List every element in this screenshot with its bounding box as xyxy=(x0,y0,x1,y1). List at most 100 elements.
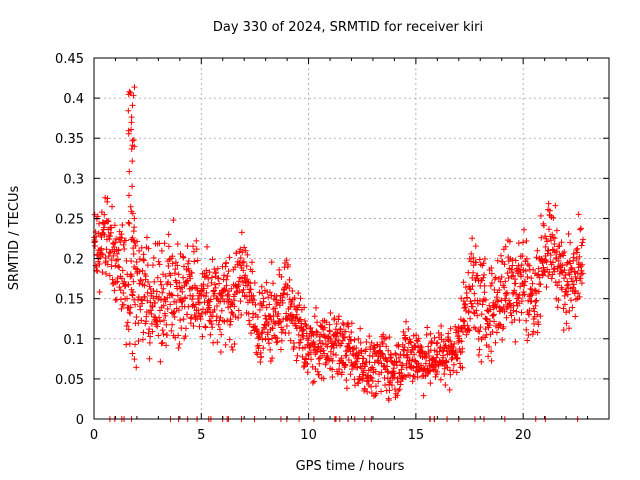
data-point xyxy=(510,272,517,279)
data-point xyxy=(418,344,425,351)
data-point xyxy=(407,364,414,371)
data-point xyxy=(502,278,509,285)
data-point xyxy=(342,361,349,368)
data-point xyxy=(569,304,576,311)
data-point xyxy=(482,334,489,341)
data-point xyxy=(150,295,157,302)
data-point xyxy=(424,324,431,331)
data-point xyxy=(157,296,164,303)
data-point xyxy=(570,284,577,291)
data-point xyxy=(278,273,285,280)
data-point xyxy=(378,369,385,376)
y-tick-label: 0.25 xyxy=(55,212,84,227)
data-point xyxy=(104,218,111,225)
data-point xyxy=(111,287,118,294)
data-point xyxy=(284,291,291,298)
data-point xyxy=(559,262,566,269)
data-point xyxy=(287,337,294,344)
data-point xyxy=(578,280,585,287)
data-point xyxy=(117,238,124,245)
data-point xyxy=(460,317,467,324)
data-point xyxy=(225,268,232,275)
data-point xyxy=(488,265,495,272)
data-point xyxy=(518,309,525,316)
data-point xyxy=(307,349,314,356)
data-point xyxy=(129,234,136,241)
data-point xyxy=(481,282,488,289)
data-point xyxy=(476,346,483,353)
data-point xyxy=(145,330,152,337)
data-point xyxy=(206,269,213,276)
data-point xyxy=(139,297,146,304)
data-point xyxy=(351,361,358,368)
data-point xyxy=(289,288,296,295)
data-point xyxy=(286,284,293,291)
data-point xyxy=(240,267,247,274)
data-point xyxy=(544,238,551,245)
data-point xyxy=(212,284,219,291)
data-point xyxy=(304,361,311,368)
data-point xyxy=(459,345,466,352)
data-point xyxy=(364,372,371,379)
data-point xyxy=(554,304,561,311)
data-point xyxy=(133,364,140,371)
data-point xyxy=(369,353,376,360)
data-point xyxy=(101,224,108,231)
data-point xyxy=(575,290,582,297)
data-point xyxy=(369,378,376,385)
data-point xyxy=(183,280,190,287)
data-point xyxy=(144,289,151,296)
data-point xyxy=(464,322,471,329)
data-point xyxy=(295,290,302,297)
data-point xyxy=(572,313,579,320)
data-point xyxy=(500,323,507,330)
data-point xyxy=(300,326,307,333)
data-point xyxy=(112,297,119,304)
data-point xyxy=(125,130,132,137)
data-point xyxy=(184,311,191,318)
data-point xyxy=(149,262,156,269)
data-point xyxy=(125,281,132,288)
data-point xyxy=(538,256,545,263)
data-point xyxy=(519,253,526,260)
data-point xyxy=(469,274,476,281)
data-point xyxy=(193,237,200,244)
data-point xyxy=(392,350,399,357)
data-point xyxy=(555,297,562,304)
data-point xyxy=(169,253,176,260)
data-point xyxy=(438,323,445,330)
data-point xyxy=(509,262,516,269)
data-point xyxy=(222,287,229,294)
data-point xyxy=(314,347,321,354)
data-point xyxy=(470,269,477,276)
data-point xyxy=(197,315,204,322)
y-tick-label: 0.05 xyxy=(55,373,84,388)
data-point xyxy=(131,224,138,231)
data-point xyxy=(373,390,380,397)
data-point xyxy=(579,261,586,268)
data-point xyxy=(273,293,280,300)
data-point xyxy=(460,279,467,286)
data-point xyxy=(516,317,523,324)
data-point xyxy=(563,309,570,316)
data-point xyxy=(456,360,463,367)
data-point xyxy=(162,298,169,305)
data-point xyxy=(433,354,440,361)
data-point xyxy=(213,313,220,320)
data-point xyxy=(187,320,194,327)
data-point xyxy=(191,304,198,311)
data-point xyxy=(218,331,225,338)
data-point xyxy=(256,289,263,296)
data-point xyxy=(474,300,481,307)
data-point xyxy=(133,259,140,266)
data-point xyxy=(231,340,238,347)
data-point xyxy=(246,321,253,328)
data-point xyxy=(532,298,539,305)
data-point xyxy=(158,247,165,254)
data-point xyxy=(422,360,429,367)
data-point xyxy=(351,336,358,343)
data-point xyxy=(130,136,137,143)
data-point xyxy=(118,235,125,242)
data-point xyxy=(468,258,475,265)
